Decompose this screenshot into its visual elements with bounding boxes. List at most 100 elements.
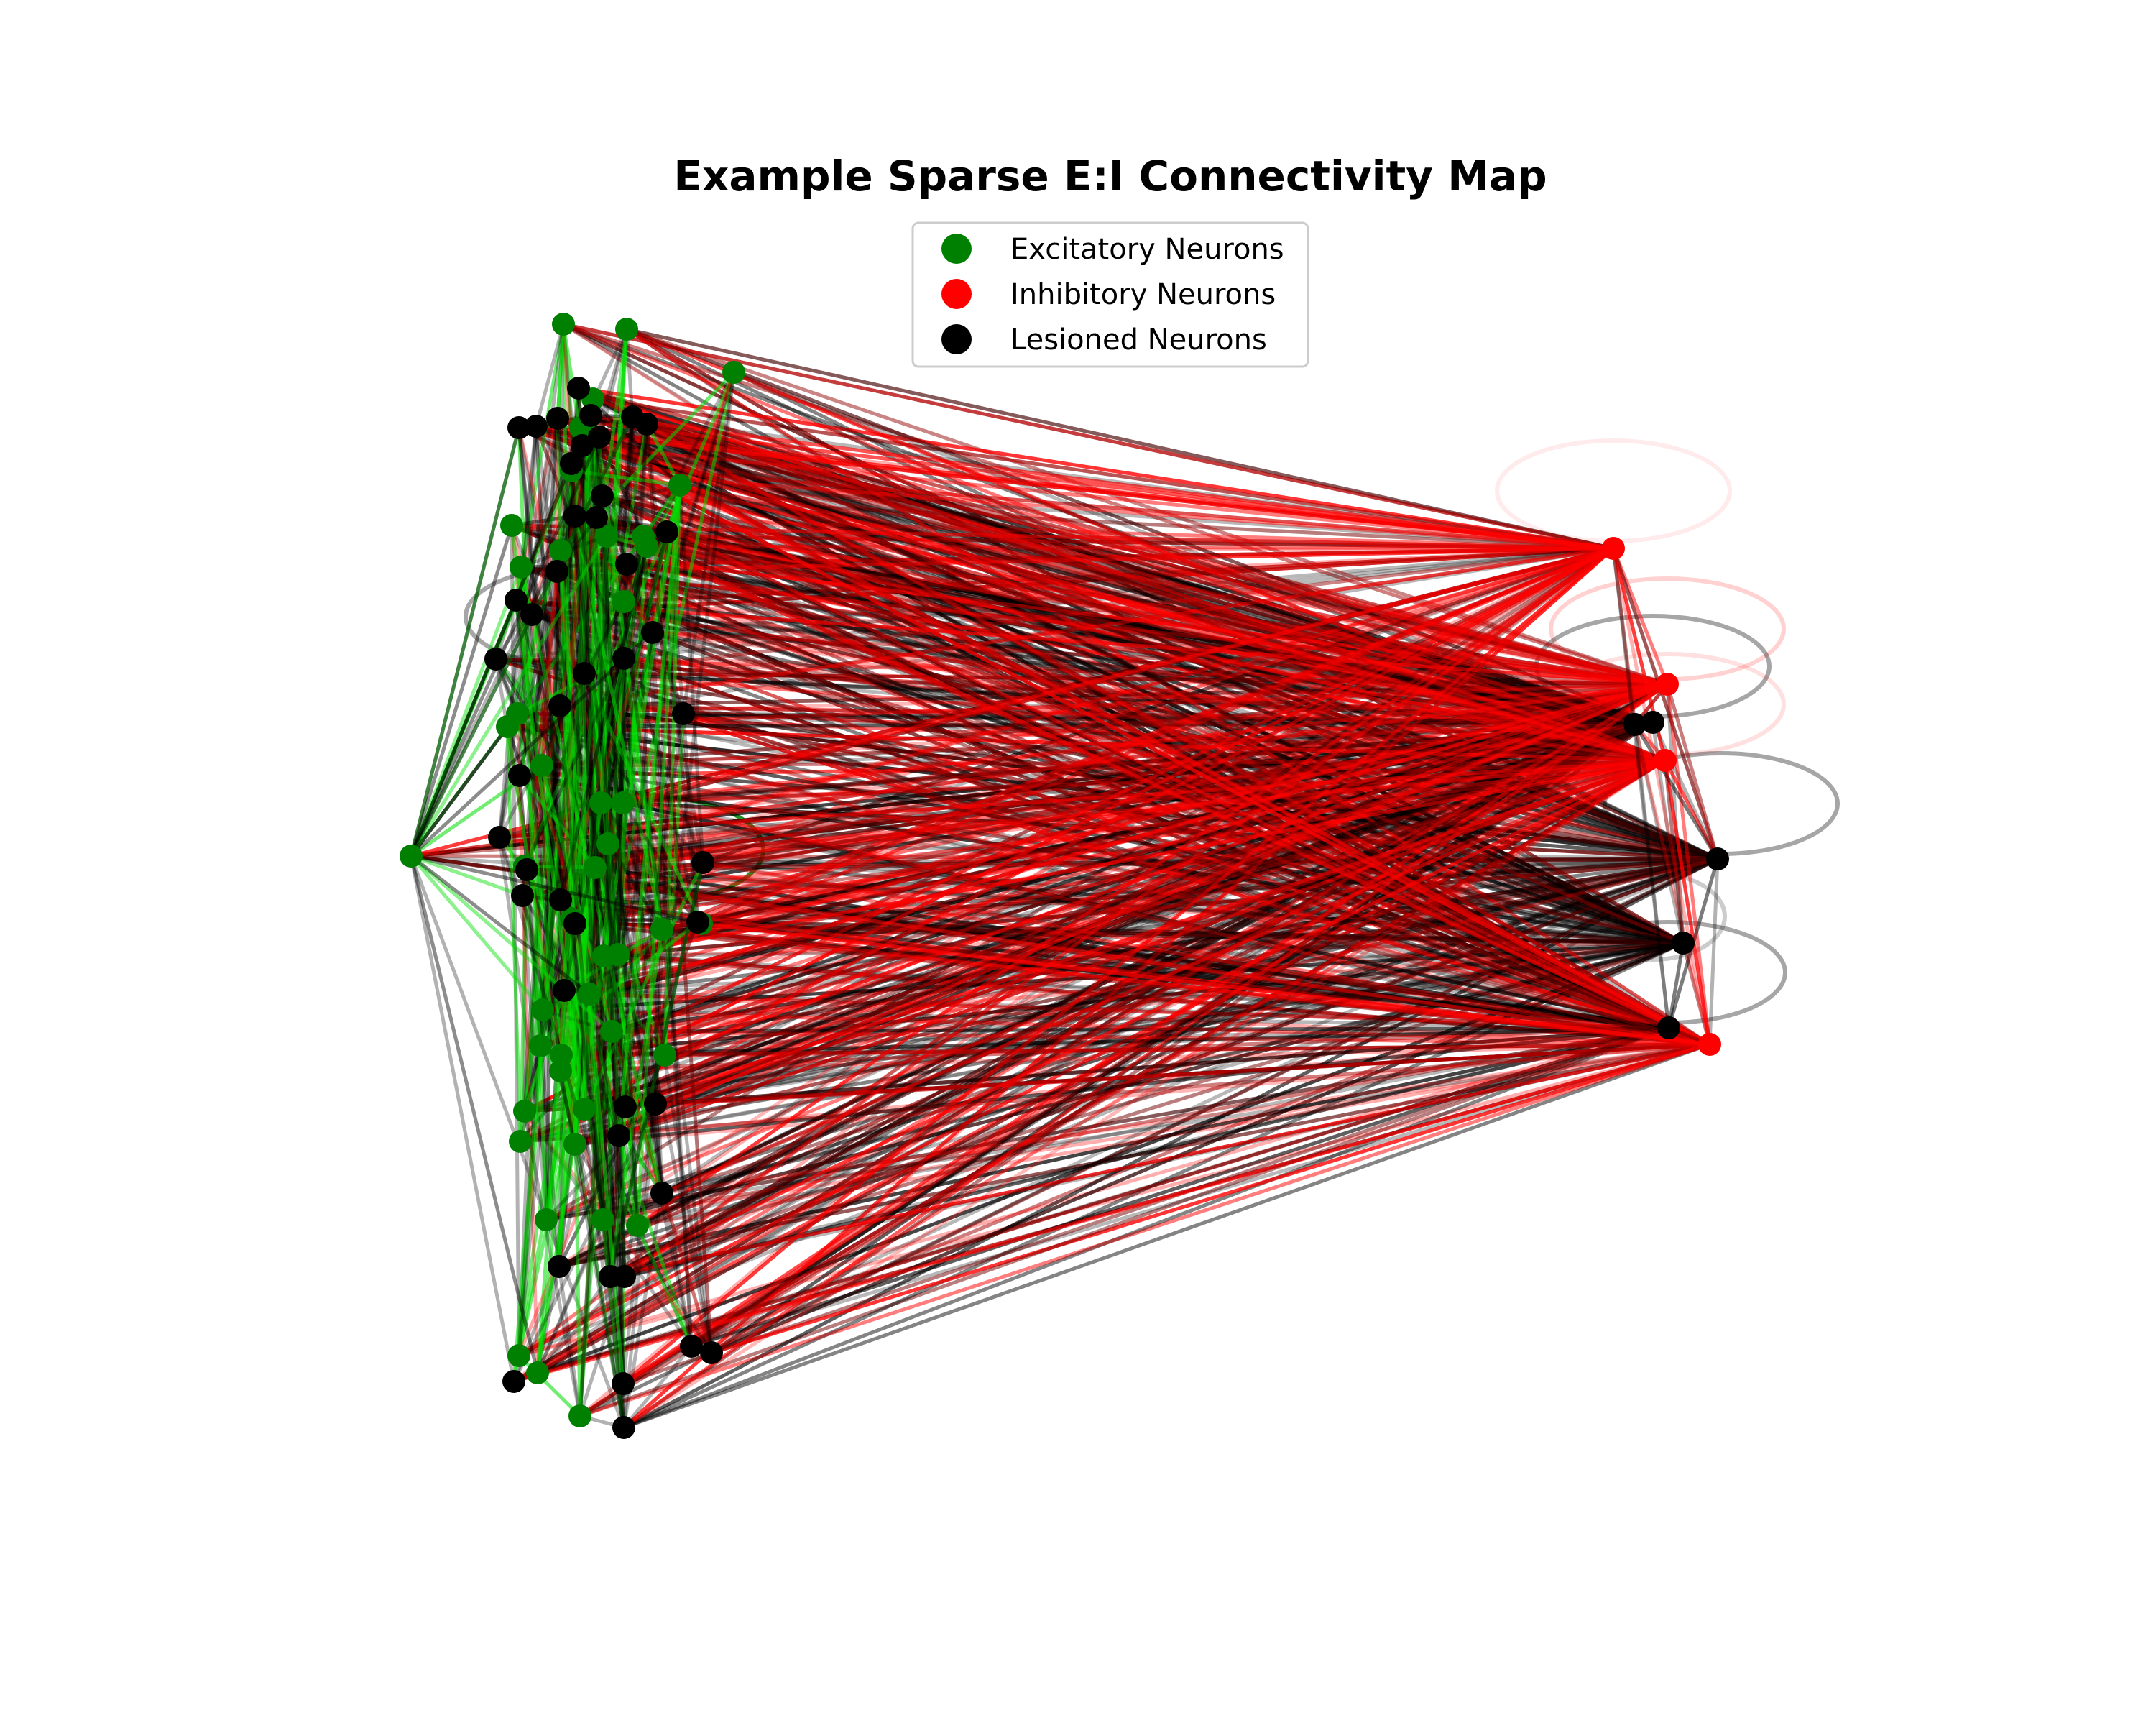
legend-label-excitatory: Excitatory Neurons <box>1010 233 1284 266</box>
connection-edge <box>511 523 1718 861</box>
connection-edge <box>701 682 1668 926</box>
connection-edge <box>545 546 1615 1222</box>
connection-edge <box>665 530 1711 1046</box>
connection-edge <box>690 722 1636 1348</box>
connection-edge <box>497 426 538 838</box>
connection-edge <box>526 758 1666 872</box>
connection-edge <box>558 1042 1710 1269</box>
connection-edge <box>513 1042 1710 1384</box>
connection-edge <box>495 657 1654 724</box>
connection-edge <box>1665 684 1685 944</box>
connection-edge <box>409 427 521 857</box>
connection-edge <box>557 416 1668 686</box>
connection-edge <box>526 682 1668 872</box>
connection-edge <box>559 704 1718 861</box>
connection-edge <box>650 632 694 1347</box>
connection-edge <box>690 857 1719 1348</box>
connection-edge <box>632 415 1654 724</box>
connection-edge <box>520 562 627 569</box>
connection-edge <box>556 569 1668 686</box>
connection-edge <box>556 569 1666 763</box>
connection-edge <box>609 1042 1710 1279</box>
connection-edge <box>622 857 1719 1430</box>
connection-edge <box>580 426 1636 727</box>
connection-edge <box>664 857 1718 1057</box>
connection-edge <box>710 758 1667 1355</box>
connection-edge <box>541 758 1666 768</box>
connection-edge <box>561 941 1684 1057</box>
connection-edge <box>609 546 1615 1279</box>
connection-edge <box>702 546 1614 865</box>
lesioned-neuron <box>635 413 658 436</box>
connection-edge <box>617 952 1710 1046</box>
connection-edge <box>591 397 1685 945</box>
connection-edge <box>526 868 1710 1046</box>
connection-edge <box>617 758 1666 957</box>
connection-edge <box>642 534 1670 1030</box>
connection-edge <box>617 546 1615 1138</box>
connection-edge <box>642 534 1614 551</box>
connection-edge <box>517 546 1615 1358</box>
connection-edge <box>542 1008 1710 1046</box>
connection-edge <box>542 722 1636 1012</box>
lesioned-neuron <box>560 452 583 475</box>
connection-edge <box>617 546 1614 957</box>
connection-edge <box>702 722 1636 865</box>
lesioned-neuron <box>553 979 576 1002</box>
connection-edge <box>584 857 1718 1111</box>
connection-edge <box>570 461 1711 1046</box>
connection-edge <box>598 435 1711 1046</box>
connection-edge <box>531 546 1614 617</box>
connection-edge <box>661 927 1669 1030</box>
connection-edge <box>665 530 1711 1046</box>
connection-edge <box>697 682 1668 924</box>
connection-edge <box>578 386 1654 724</box>
connection-edge <box>574 514 1668 686</box>
connection-edge <box>571 461 1614 551</box>
connection-edge <box>666 530 1654 724</box>
connection-edge <box>589 992 1710 1046</box>
connection-edge <box>610 857 1718 1279</box>
connection-edge <box>602 494 1684 945</box>
connection-edge <box>571 461 1654 724</box>
connection-edge <box>626 546 1614 566</box>
connection-edge <box>636 682 1669 1228</box>
lesioned-neuron <box>563 505 586 528</box>
connection-edge <box>512 1103 658 1383</box>
connection-edge <box>571 469 1684 945</box>
connection-edge <box>556 416 1685 945</box>
connection-edge <box>622 682 1669 1430</box>
connection-edge <box>617 722 1636 957</box>
connection-edge <box>560 1042 1710 1073</box>
connection-edge <box>1663 759 1720 860</box>
connection-edge <box>589 413 1670 1030</box>
connection-edge <box>560 720 1654 902</box>
connection-edge <box>561 758 1666 1057</box>
connection-edge <box>645 422 1711 1046</box>
connection-edge <box>623 546 1614 604</box>
connection-edge <box>507 724 1666 763</box>
connection-edge <box>590 413 1636 727</box>
connection-edge <box>625 562 1711 1046</box>
connection-edge <box>697 920 1710 1046</box>
excitatory-neuron <box>589 791 612 814</box>
connection-edge <box>526 868 1684 945</box>
connection-edge <box>511 523 1654 724</box>
connection-edge <box>517 682 1669 1358</box>
connection-edge <box>600 546 1614 805</box>
connection-edge <box>557 416 1718 861</box>
lesioned-neuron <box>511 884 534 907</box>
connection-edge <box>678 484 705 863</box>
connection-edge <box>563 941 1684 993</box>
connection-edge <box>652 630 1718 861</box>
lesioned-neuron <box>515 858 538 881</box>
connection-edge <box>701 921 1669 1030</box>
connection-edge <box>691 1026 1669 1348</box>
connection-edge <box>560 898 1710 1046</box>
connection-edge <box>531 612 1684 945</box>
connection-edge <box>560 548 1710 1046</box>
connection-edge <box>558 705 605 1220</box>
connection-edge <box>561 857 1718 1057</box>
connection-edge <box>683 712 1710 1046</box>
connection-edge <box>556 569 1710 1046</box>
